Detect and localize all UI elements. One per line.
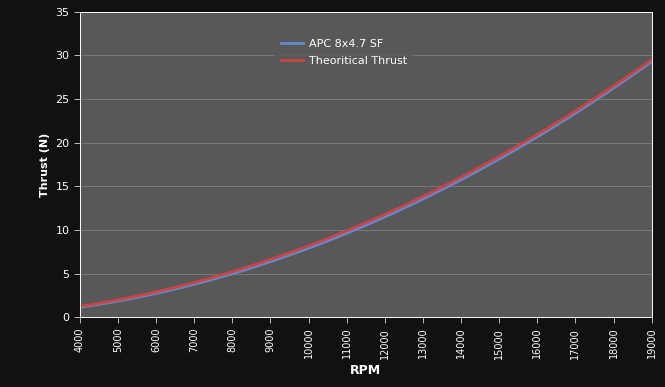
APC 8x4.7 SF	[76, 305, 84, 310]
Y-axis label: Thrust (N): Thrust (N)	[40, 132, 50, 197]
APC 8x4.7 SF	[416, 198, 424, 203]
APC 8x4.7 SF	[385, 212, 393, 217]
Theoritical Thrust	[385, 210, 393, 215]
Theoritical Thrust	[347, 226, 355, 231]
Line: APC 8x4.7 SF: APC 8x4.7 SF	[80, 62, 652, 307]
Theoritical Thrust	[634, 67, 642, 72]
APC 8x4.7 SF	[545, 128, 553, 132]
APC 8x4.7 SF	[634, 69, 642, 74]
X-axis label: RPM: RPM	[350, 364, 381, 377]
Line: Theoritical Thrust: Theoritical Thrust	[80, 60, 652, 307]
Theoritical Thrust	[416, 195, 424, 200]
Theoritical Thrust	[351, 225, 359, 230]
Theoritical Thrust	[648, 57, 656, 62]
Legend: APC 8x4.7 SF, Theoritical Thrust: APC 8x4.7 SF, Theoritical Thrust	[274, 33, 414, 72]
Theoritical Thrust	[545, 125, 553, 130]
Theoritical Thrust	[76, 304, 84, 309]
APC 8x4.7 SF	[351, 228, 359, 232]
APC 8x4.7 SF	[648, 59, 656, 64]
APC 8x4.7 SF	[347, 229, 355, 234]
